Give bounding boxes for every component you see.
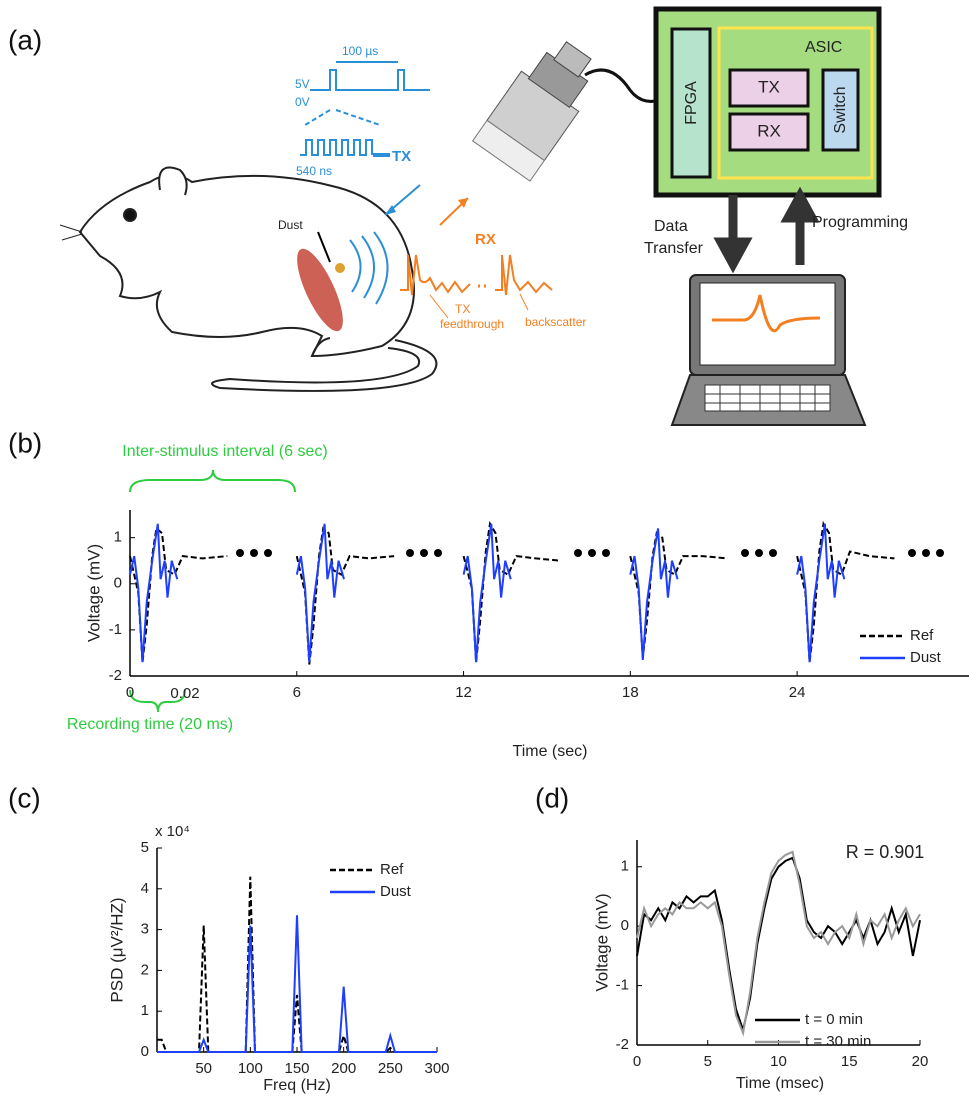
x-tick-label: 5 (704, 1053, 712, 1070)
x-axis-label: Time (sec) (513, 743, 588, 760)
panel-label: (a) (8, 24, 42, 55)
y-tick-label: 2 (141, 961, 149, 978)
x-tick-label: 10 (770, 1053, 787, 1070)
y-tick-label: 5 (141, 839, 149, 856)
continuation-dot (264, 549, 272, 557)
pulse-low: 0V (295, 95, 310, 109)
y-axis-label: Voltage (mV) (592, 893, 611, 991)
series-line (157, 915, 437, 1052)
continuation-dot (420, 549, 428, 557)
annotation: Recording time (20 ms) (67, 716, 233, 733)
continuation-dot (434, 549, 442, 557)
transducer (473, 30, 608, 181)
series-line (637, 858, 920, 1030)
up-arrow (788, 196, 812, 265)
continuation-dot (922, 549, 930, 557)
continuation-dot (574, 549, 582, 557)
y-tick-label: 4 (141, 880, 149, 897)
series-line (130, 524, 894, 665)
x-tick-label: 15 (841, 1053, 858, 1070)
x-tick-label: 6 (293, 684, 301, 701)
y-tick-label: -2 (109, 667, 122, 684)
x-tick-label: 18 (622, 684, 639, 701)
figure: (a) Dust 5V 0V 100 µs 540 ns TX RX TX fe… (0, 0, 969, 1102)
legend-label: Ref (380, 861, 404, 878)
panel-label: (d) (535, 782, 569, 813)
pulse-width-label: 540 ns (296, 164, 332, 178)
x-tick-label: 150 (284, 1060, 309, 1077)
continuation-dot (406, 549, 414, 557)
continuation-dot (602, 549, 610, 557)
x-tick-label: 20 (912, 1053, 929, 1070)
y-tick-label: 0 (621, 917, 629, 934)
tx-label: TX (392, 148, 411, 165)
y-tick-label: -1 (616, 977, 629, 994)
y-tick-label: 1 (114, 529, 122, 546)
annotation: Inter-stimulus interval (6 sec) (122, 443, 327, 460)
tx-feedthrough-label: feedthrough (440, 317, 504, 331)
data-transfer-label: Data (654, 218, 688, 235)
x-tick-label: 250 (378, 1060, 403, 1077)
backscatter-label: backscatter (525, 315, 586, 329)
data-transfer-label: Transfer (644, 240, 704, 257)
y-tick-label: 0 (141, 1043, 149, 1060)
rx-waves (400, 198, 552, 318)
series-line (130, 524, 844, 662)
y-tick-label: -1 (109, 621, 122, 638)
dust-label: Dust (278, 218, 303, 232)
down-arrow (721, 195, 745, 264)
continuation-dot (741, 549, 749, 557)
panel-label: (b) (8, 427, 42, 458)
mouse (60, 168, 436, 391)
legend-label: Dust (910, 649, 942, 666)
fpga-label: FPGA (683, 81, 700, 125)
y-tick-label: 1 (141, 1002, 149, 1019)
switch-label: Switch (832, 86, 849, 133)
tx-feedthrough-label: TX (455, 302, 470, 316)
programming-label: Programming (812, 214, 908, 231)
rx-label: RX (475, 231, 496, 248)
continuation-dot (908, 549, 916, 557)
continuation-dot (588, 549, 596, 557)
x-tick-label: 0 (126, 684, 134, 701)
y-tick-label: -2 (616, 1036, 629, 1053)
x-tick-label: 0 (633, 1053, 641, 1070)
y-axis-label: Voltage (mV) (84, 544, 103, 642)
pulse-high: 5V (295, 77, 310, 91)
x-tick-label: 300 (424, 1060, 449, 1077)
continuation-dot (755, 549, 763, 557)
x-tick-label: 100 (238, 1060, 263, 1077)
x-tick-label: 12 (455, 684, 472, 701)
x-tick-label: 200 (331, 1060, 356, 1077)
interval-brace (130, 470, 295, 492)
continuation-dot (236, 549, 244, 557)
panel-label: (c) (8, 782, 41, 813)
continuation-dot (769, 549, 777, 557)
y-tick-label: 0 (114, 575, 122, 592)
asic-rx-label: RX (757, 121, 781, 140)
annotation: 0.02 (170, 685, 199, 702)
asic-tx-label: TX (758, 77, 780, 96)
legend-label: Ref (910, 627, 934, 644)
annotation: R = 0.901 (846, 842, 925, 862)
dust-mote (335, 263, 345, 273)
x-tick-label: 24 (789, 684, 806, 701)
series-line (157, 877, 437, 1052)
legend-label: t = 30 min (805, 1033, 871, 1050)
asic-label: ASIC (805, 39, 842, 56)
y-tick-label: 3 (141, 921, 149, 938)
x-axis-label: Freq (Hz) (263, 1077, 331, 1094)
continuation-dot (250, 549, 258, 557)
legend-label: Dust (380, 883, 412, 900)
y-axis-label: PSD (μV²/HZ) (107, 897, 126, 1002)
x-tick-label: 50 (195, 1060, 212, 1077)
legend-label: t = 0 min (805, 1011, 863, 1028)
period-label: 100 µs (342, 44, 378, 58)
continuation-dot (936, 549, 944, 557)
annotation: x 10⁴ (155, 823, 190, 840)
x-axis-label: Time (msec) (736, 1075, 824, 1092)
y-tick-label: 1 (621, 858, 629, 875)
laptop (672, 275, 865, 425)
